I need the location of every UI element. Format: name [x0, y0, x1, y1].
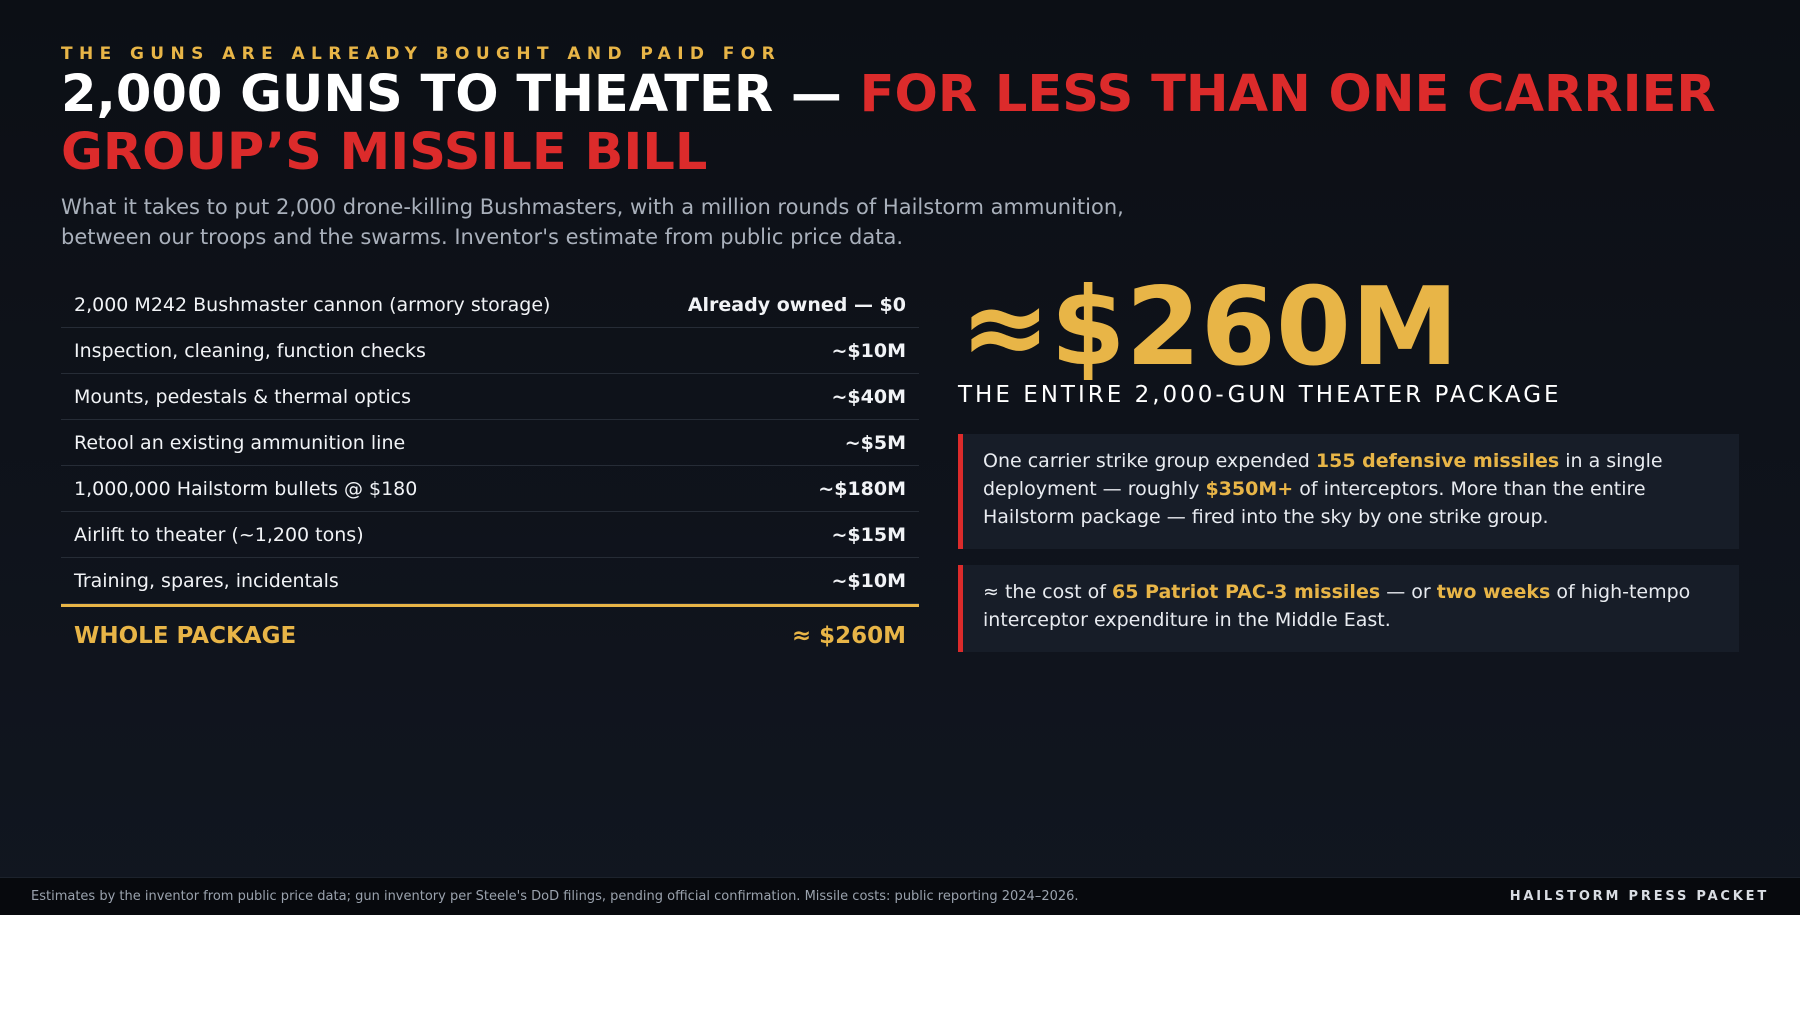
- callout-text: of interceptors. More than the entire Ha…: [983, 478, 1646, 528]
- cost-label: Mounts, pedestals & thermal optics: [74, 385, 411, 408]
- cost-value: Already owned — $0: [687, 293, 906, 316]
- subtitle: What it takes to put 2,000 drone-killing…: [61, 192, 1231, 252]
- cost-value: ~$40M: [831, 385, 907, 408]
- cost-row: Retool an existing ammunition line ~$5M: [61, 420, 919, 466]
- cost-value: ~$5M: [844, 431, 906, 454]
- footer-source-note: Estimates by the inventor from public pr…: [31, 889, 1079, 904]
- cost-row: Airlift to theater (~1,200 tons) ~$15M: [61, 512, 919, 558]
- callout-text: — or: [1380, 581, 1437, 603]
- cost-label: 2,000 M242 Bushmaster cannon (armory sto…: [74, 293, 551, 316]
- callout-highlight: two weeks: [1436, 581, 1551, 603]
- footer-brand: HAILSTORM PRESS PACKET: [1509, 889, 1769, 904]
- cost-value: ~$180M: [818, 477, 906, 500]
- callout-highlight: $350M+: [1205, 478, 1294, 500]
- total-label: WHOLE PACKAGE: [74, 623, 297, 649]
- callout-text: in a single deployment — roughly: [983, 450, 1663, 500]
- headline-figure: ≈$260M: [960, 265, 1459, 390]
- headline-figure-caption: THE ENTIRE 2,000-GUN THEATER PACKAGE: [958, 382, 1562, 408]
- cost-row: Training, spares, incidentals ~$10M: [61, 558, 919, 604]
- cost-value: ~$10M: [831, 339, 907, 362]
- cost-value: ~$10M: [831, 569, 907, 592]
- footer: Estimates by the inventor from public pr…: [0, 877, 1800, 915]
- cost-row: 2,000 M242 Bushmaster cannon (armory sto…: [61, 282, 919, 328]
- patriot-comparison-callout: ≈ the cost of 65 Patriot PAC-3 missiles …: [958, 565, 1739, 652]
- cost-value: ~$15M: [831, 523, 907, 546]
- page-title-lead: 2,000 GUNS TO THEATER —: [61, 65, 860, 124]
- cost-label: Inspection, cleaning, function checks: [74, 339, 426, 362]
- page-title-accent: FOR LESS THAN ONE CARRIER GROUP’S MISSIL…: [61, 65, 1716, 182]
- total-row: WHOLE PACKAGE ≈ $260M: [61, 604, 919, 665]
- page-title: 2,000 GUNS TO THEATER — FOR LESS THAN ON…: [61, 66, 1751, 182]
- cost-row: Inspection, cleaning, function checks ~$…: [61, 328, 919, 374]
- total-value: ≈ $260M: [791, 623, 906, 649]
- subtitle-line: What it takes to put 2,000 drone-killing…: [61, 195, 1124, 219]
- cost-label: 1,000,000 Hailstorm bullets @ $180: [74, 477, 418, 500]
- callout-highlight: 155 defensive missiles: [1315, 450, 1560, 472]
- subtitle-line: between our troops and the swarms. Inven…: [61, 225, 903, 249]
- cost-label: Retool an existing ammunition line: [74, 431, 406, 454]
- carrier-comparison-callout: One carrier strike group expended 155 de…: [958, 434, 1739, 549]
- cost-row: 1,000,000 Hailstorm bullets @ $180 ~$180…: [61, 466, 919, 512]
- cost-table: 2,000 M242 Bushmaster cannon (armory sto…: [61, 282, 919, 665]
- cost-label: Training, spares, incidentals: [74, 569, 339, 592]
- cost-row: Mounts, pedestals & thermal optics ~$40M: [61, 374, 919, 420]
- callout-highlight: 65 Patriot PAC-3 missiles: [1112, 581, 1381, 603]
- callout-text: One carrier strike group expended: [983, 450, 1316, 472]
- cost-label: Airlift to theater (~1,200 tons): [74, 523, 364, 546]
- eyebrow: THE GUNS ARE ALREADY BOUGHT AND PAID FOR: [61, 44, 782, 64]
- callout-text: of high-tempo interceptor expenditure in…: [983, 581, 1691, 631]
- callout-text: ≈ the cost of: [983, 581, 1112, 603]
- slide: THE GUNS ARE ALREADY BOUGHT AND PAID FOR…: [0, 0, 1800, 915]
